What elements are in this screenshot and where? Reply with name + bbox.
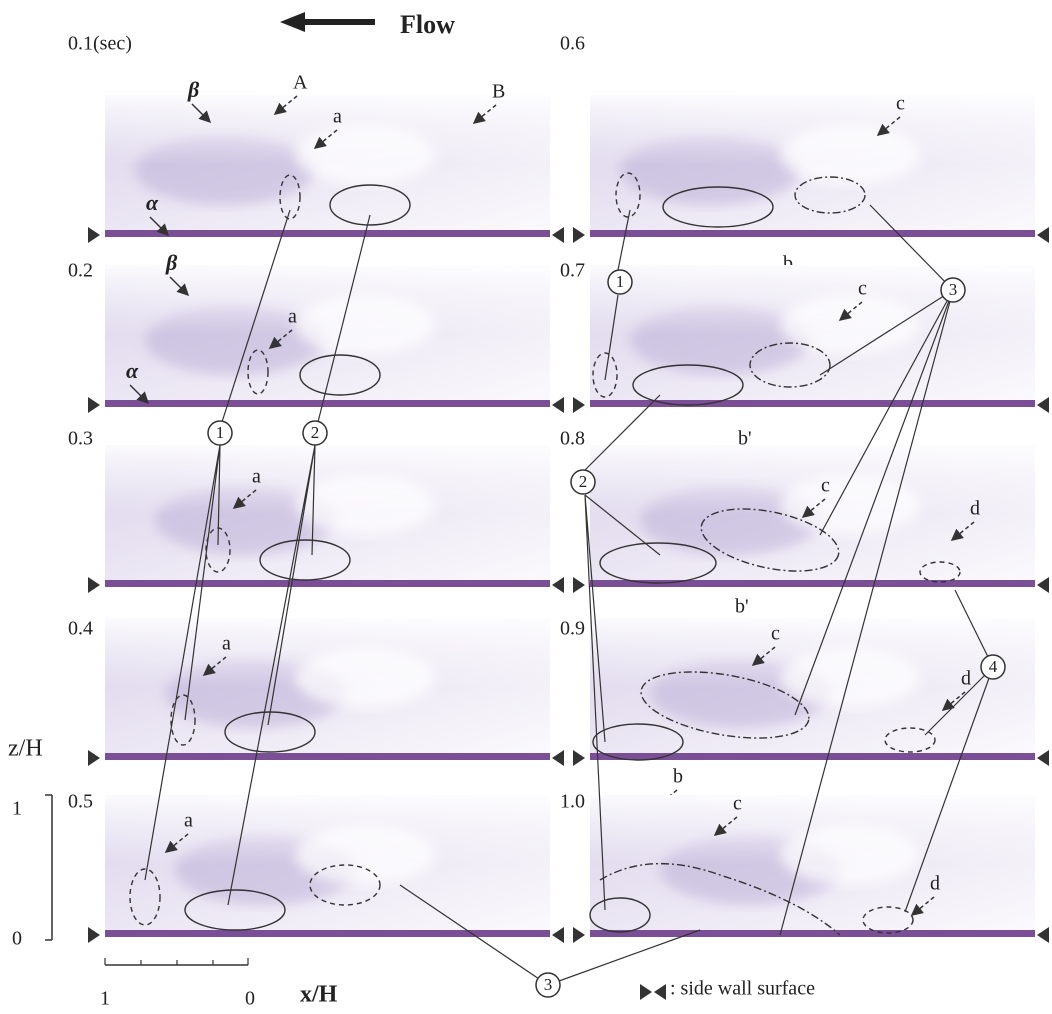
circled-label: 3 xyxy=(544,975,553,994)
annotation-label: d xyxy=(961,668,971,690)
panel-fade xyxy=(105,618,550,758)
side-wall-marker xyxy=(552,577,564,593)
annotation-label: d xyxy=(970,498,980,520)
panel-fade xyxy=(590,95,1035,235)
side-wall-marker xyxy=(573,577,585,593)
flow-panel: 0.2 β a α xyxy=(68,250,564,413)
side-wall-marker xyxy=(1037,750,1049,766)
annotation-label: c xyxy=(858,278,867,300)
bottom-wall xyxy=(105,580,550,587)
time-label: 0.9 xyxy=(560,618,585,640)
flow-panel: 0.8 c d b' xyxy=(560,428,1049,638)
figure: 0.1(sec) β Aa Bα 0.2 β a α 0.3 a 0.4 a 0.5 a 0.6 c b 0.7 c… xyxy=(0,0,1052,1014)
flow-panel: 0.9 c d b xyxy=(560,618,1049,808)
annotation-label: a xyxy=(252,466,261,488)
time-label: 0.8 xyxy=(560,428,585,450)
panel-fade xyxy=(105,445,550,585)
side-wall-marker xyxy=(573,750,585,766)
flow-panel: 0.1(sec) β Aa Bα xyxy=(68,33,564,243)
legend-text: : side wall surface xyxy=(670,978,815,1000)
time-label: 0.5 xyxy=(68,791,93,813)
time-label: 0.7 xyxy=(560,260,585,282)
bottom-wall xyxy=(590,930,1035,937)
circled-label: 4 xyxy=(989,657,998,676)
side-wall-marker xyxy=(88,227,100,243)
time-label: 0.3 xyxy=(68,428,93,450)
annotation-label: α xyxy=(126,358,139,383)
panel-fade xyxy=(105,795,550,935)
side-wall-marker xyxy=(1037,927,1049,943)
annotation-label: c xyxy=(771,623,780,645)
bottom-wall xyxy=(105,753,550,760)
annotation-label: A xyxy=(293,72,308,94)
circled-label: 2 xyxy=(311,423,320,442)
bottom-wall xyxy=(590,230,1035,237)
z-tick-label: 1 xyxy=(12,798,22,820)
side-wall-marker xyxy=(1037,397,1049,413)
legend-icon xyxy=(640,984,666,1000)
annotation-label: c xyxy=(896,93,905,115)
flow-panel: 0.5 a xyxy=(68,791,564,943)
annotation-label: c xyxy=(733,793,742,815)
legend: : side wall surface xyxy=(640,978,815,1000)
circled-label: 1 xyxy=(216,423,225,442)
flow-panel: 0.6cb xyxy=(560,33,1049,295)
flow-arrow xyxy=(280,12,375,32)
circled-label: 1 xyxy=(616,272,625,291)
side-wall-marker xyxy=(573,397,585,413)
annotation-label: c xyxy=(821,475,830,497)
time-label: 0.6 xyxy=(560,33,585,55)
side-wall-marker xyxy=(1037,227,1049,243)
x-tick-label: 1 xyxy=(100,988,110,1010)
annotation-label: a xyxy=(288,306,297,328)
panel-fade xyxy=(590,265,1035,405)
side-wall-marker xyxy=(552,927,564,943)
circled-label: 3 xyxy=(949,280,958,299)
circled-label: 2 xyxy=(579,472,588,491)
side-wall-marker xyxy=(88,927,100,943)
annotation-label: a xyxy=(184,810,193,832)
bottom-wall xyxy=(105,400,550,407)
time-label: 0.4 xyxy=(68,618,93,640)
annotation-label: B xyxy=(492,81,505,103)
side-wall-marker xyxy=(573,927,585,943)
panel-fade xyxy=(590,445,1035,585)
annotation-label: a xyxy=(333,106,342,128)
time-label: 0.1(sec) xyxy=(68,33,132,55)
side-wall-marker xyxy=(573,227,585,243)
side-wall-marker xyxy=(88,577,100,593)
x-scale-ticks xyxy=(105,958,248,965)
flow-label: Flow xyxy=(400,10,455,39)
flow-panel: 0.3 a xyxy=(68,428,564,593)
side-wall-marker xyxy=(88,750,100,766)
annotation-label: b xyxy=(673,766,683,788)
annotation-label: β xyxy=(165,250,178,275)
side-wall-marker xyxy=(552,397,564,413)
x-axis-label: x/H xyxy=(300,982,338,1008)
annotation-label: d xyxy=(930,873,940,895)
annotation-label: β xyxy=(187,77,200,102)
annotation-label: b' xyxy=(735,596,749,618)
flow-panel: 0.7cb' xyxy=(560,260,1049,470)
z-tick-label: 0 xyxy=(12,928,22,950)
side-wall-marker xyxy=(88,397,100,413)
header: Flow xyxy=(280,10,455,39)
side-wall-marker xyxy=(1037,577,1049,593)
annotation-label: a xyxy=(222,633,231,655)
annotation-label: α xyxy=(146,190,159,215)
z-axis-label: z/H xyxy=(8,736,43,762)
flow-panel: 0.4 a xyxy=(68,618,564,766)
side-wall-marker xyxy=(552,750,564,766)
side-wall-marker xyxy=(552,227,564,243)
x-tick-label: 0 xyxy=(245,988,255,1010)
bottom-wall xyxy=(105,230,550,237)
time-label: 0.2 xyxy=(68,260,93,282)
time-label: 1.0 xyxy=(560,791,585,813)
bottom-wall xyxy=(105,930,550,937)
